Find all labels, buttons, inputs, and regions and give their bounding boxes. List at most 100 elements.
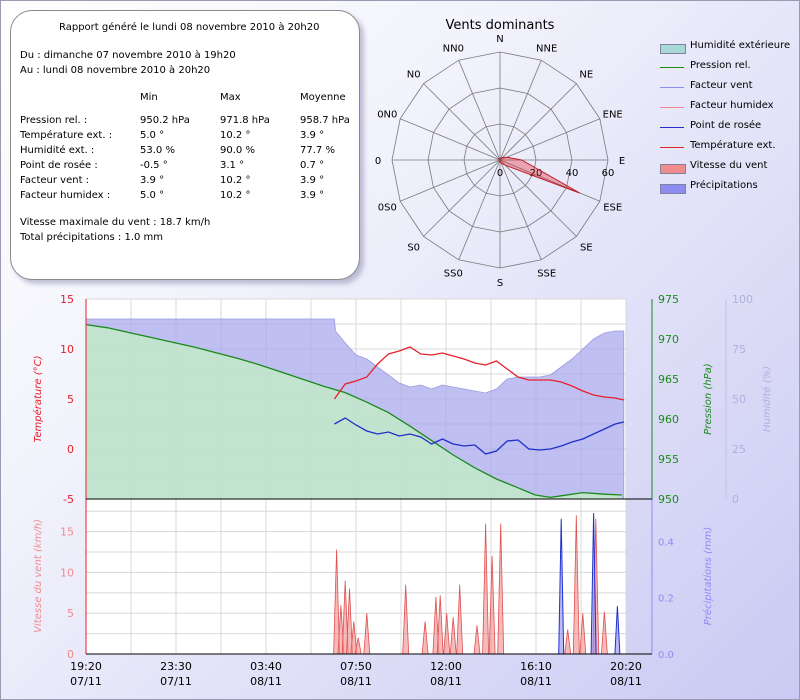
legend-item: Humidité extérieure: [660, 40, 800, 54]
col-max-header: Max: [220, 92, 241, 103]
temp-tick-label: 15: [60, 293, 74, 306]
y-left-label-upper: Température (°C): [32, 356, 44, 443]
pressure-tick-label: 965: [658, 373, 679, 386]
stats-cell-label: Température ext. :: [20, 130, 113, 141]
legend-swatch: [660, 184, 686, 194]
temp-tick-label: 5: [67, 393, 74, 406]
summary-panel: Rapport généré le lundi 08 novembre 2010…: [10, 10, 360, 280]
radar-direction-label: NNE: [536, 43, 557, 54]
precip-tick-label: 0.0: [658, 650, 674, 661]
x-tick-date: 08/11: [610, 675, 642, 688]
radar-direction-label: SS0: [444, 269, 463, 280]
x-tick-time: 19:20: [70, 660, 102, 673]
legend-label: Facteur humidex: [690, 100, 774, 111]
radar-tick-label: 0: [497, 168, 503, 179]
y-right1-label-upper: Pression (hPa): [703, 363, 714, 434]
radar-direction-label: ENE: [603, 109, 623, 120]
x-tick-date: 08/11: [430, 675, 462, 688]
pressure-tick-label: 955: [658, 453, 679, 466]
legend-swatch: [660, 107, 684, 108]
legend-item: Facteur humidex: [660, 100, 800, 114]
legend-label: Pression rel.: [690, 60, 751, 71]
legend-swatch: [660, 44, 686, 54]
stats-cell-avg: 0.7 °: [300, 160, 325, 171]
stats-cell-avg: 3.9 °: [300, 175, 325, 186]
radar-wind-polygon: [497, 156, 581, 194]
legend-label: Température ext.: [690, 140, 776, 151]
radar-direction-label: N0: [407, 70, 421, 81]
humidity-tick-label: 75: [732, 343, 746, 356]
stats-cell-min: 5.0 °: [140, 190, 165, 201]
radar-direction-label: ESE: [603, 203, 622, 214]
stats-cell-label: Facteur humidex :: [20, 190, 111, 201]
stats-cell-max: 10.2 °: [220, 130, 251, 141]
legend-item: Température ext.: [660, 140, 800, 154]
precip-tick-label: 0.4: [658, 537, 674, 548]
col-avg-header: Moyenne: [300, 92, 346, 103]
wind-tick-label: 5: [67, 607, 74, 620]
wind-radar-chart: Vents dominants N NNE NE ENE E ESE SE SSE S SS0 S0…: [375, 18, 625, 289]
radar-spoke: [499, 159, 600, 202]
radar-spoke: [458, 60, 501, 161]
radar-direction-label: SE: [580, 242, 593, 253]
time-charts: -5 0 5 10 15 950 955 960 965 970 975 0 25 50 75 100 0 5 10…: [32, 293, 773, 688]
stats-cell-min: 3.9 °: [140, 175, 165, 186]
legend-swatch: [660, 147, 684, 148]
wind-tick-label: 10: [60, 566, 74, 579]
stats-cell-min: 950.2 hPa: [140, 115, 190, 126]
stats-cell-max: 971.8 hPa: [220, 115, 270, 126]
stats-cell-avg: 77.7 %: [300, 145, 335, 156]
radar-direction-label: SSE: [537, 269, 556, 280]
stats-cell-min: 5.0 °: [140, 130, 165, 141]
x-tick-date: 08/11: [520, 675, 552, 688]
series-line-point-de-ros-e: [334, 417, 624, 455]
stats-cell-min: 53.0 %: [140, 145, 175, 156]
humidity-tick-label: 100: [732, 293, 753, 306]
legend-item: Facteur vent: [660, 80, 800, 94]
stats-cell-label: Humidité ext. :: [20, 145, 95, 156]
radar-spoke: [423, 83, 501, 161]
radar-direction-label: S0: [407, 242, 420, 253]
radar-spoke: [400, 159, 501, 202]
pressure-tick-label: 970: [658, 333, 679, 346]
humidity-tick-label: 50: [732, 393, 746, 406]
stats-cell-max: 10.2 °: [220, 190, 251, 201]
radar-direction-label: E: [619, 156, 625, 167]
humidity-tick-label: 25: [732, 443, 746, 456]
x-tick-date: 07/11: [160, 675, 192, 688]
legend-item: Point de rosée: [660, 120, 800, 134]
radar-direction-label: S: [497, 278, 503, 289]
max-wind: Vitesse maximale du vent : 18.7 km/h: [20, 217, 211, 228]
legend-swatch: [660, 164, 686, 174]
stats-cell-avg: 3.9 °: [300, 190, 325, 201]
legend-swatch: [660, 67, 684, 68]
legend-label: Facteur vent: [690, 80, 753, 91]
stats-cell-label: Facteur vent :: [20, 175, 90, 186]
period-to: Au : lundi 08 novembre 2010 à 20h20: [20, 65, 211, 76]
x-tick-time: 20:20: [610, 660, 642, 673]
legend-label: Précipitations: [690, 180, 758, 191]
radar-spoke: [458, 159, 501, 260]
wind-tick-label: 0: [67, 648, 74, 661]
humidity-tick-label: 0: [732, 493, 739, 506]
legend-label: Humidité extérieure: [690, 40, 791, 51]
radar-tick-label: 60: [602, 168, 615, 179]
precip-tick-label: 0.2: [658, 594, 674, 605]
stats-cell-max: 10.2 °: [220, 175, 251, 186]
radar-direction-label: NN0: [443, 43, 464, 54]
report-title: Rapport généré le lundi 08 novembre 2010…: [59, 22, 320, 33]
series-line-temp-rature-ext-: [333, 346, 624, 401]
radar-spoke: [499, 83, 577, 161]
radar-spoke: [499, 118, 600, 161]
legend-swatch: [660, 127, 684, 128]
x-tick-date: 08/11: [340, 675, 372, 688]
legend-swatch: [660, 87, 684, 88]
temp-tick-label: 10: [60, 343, 74, 356]
temp-tick-label: 0: [67, 443, 74, 456]
y-right-label-lower: Précipitations (mm): [702, 527, 714, 626]
temp-tick-label: -5: [63, 493, 74, 506]
pressure-tick-label: 960: [658, 413, 679, 426]
y-left-label-lower: Vitesse du vent (km/h): [33, 519, 44, 633]
x-tick-date: 08/11: [250, 675, 282, 688]
legend-item: Précipitations: [660, 180, 800, 194]
